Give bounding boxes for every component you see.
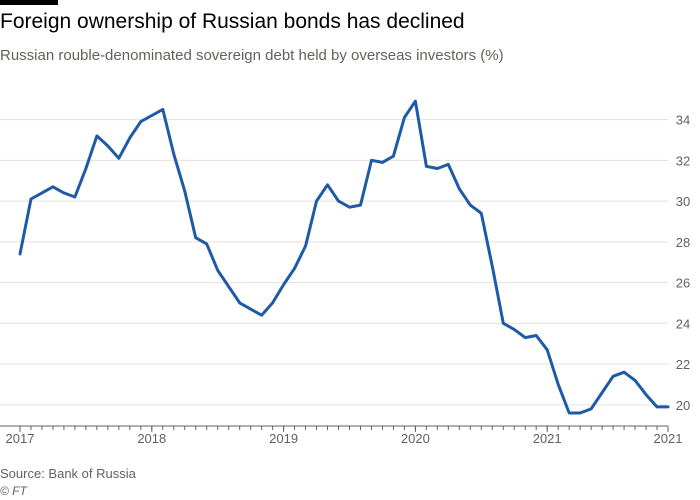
- y-axis: 20 22 24 26 28 30 32 34: [676, 113, 690, 413]
- y-tick-label: 30: [676, 194, 690, 209]
- y-tick-label: 24: [676, 316, 690, 331]
- x-tick-label: 2018: [137, 431, 166, 446]
- y-tick-label: 34: [676, 113, 690, 128]
- y-tick-label: 28: [676, 235, 690, 250]
- x-tick-label: 2021: [533, 431, 562, 446]
- chart-subtitle: Russian rouble-denominated sovereign deb…: [0, 47, 504, 64]
- x-tick-label: 2017: [6, 431, 35, 446]
- y-tick-label: 32: [676, 153, 690, 168]
- source-note: Source: Bank of Russia: [0, 466, 136, 481]
- series-group: [18, 99, 670, 415]
- y-tick-label: 20: [676, 398, 690, 413]
- chart-title: Foreign ownership of Russian bonds has d…: [0, 10, 465, 33]
- top-rule: [0, 0, 58, 5]
- ft-credit: © FT: [0, 484, 27, 498]
- x-tick-label: 2021: [654, 431, 683, 446]
- gridlines: [0, 119, 668, 406]
- y-tick-label: 22: [676, 357, 690, 372]
- y-tick-label: 26: [676, 276, 690, 291]
- series-line: [18, 99, 670, 415]
- x-tick-label: 2020: [401, 431, 430, 446]
- x-tick-label: 2019: [269, 431, 298, 446]
- x-axis: 2017 2018 2019 2020 2021 2021: [0, 425, 683, 446]
